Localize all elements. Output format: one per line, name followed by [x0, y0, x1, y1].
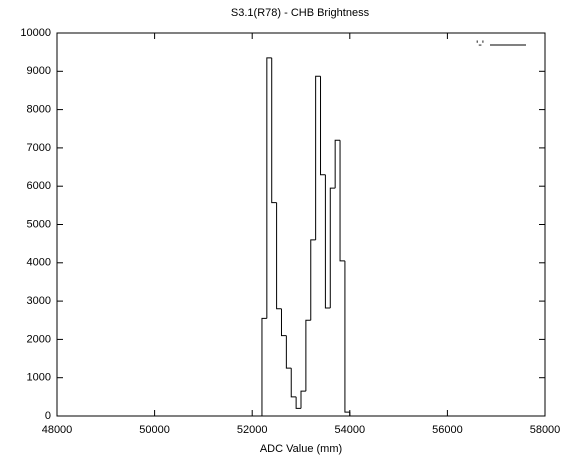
y-tick-label: 4000 [27, 257, 51, 269]
histogram-step [290, 368, 297, 398]
histogram-step [271, 57, 277, 204]
histogram-step [261, 317, 267, 416]
histogram-step [305, 319, 311, 392]
histogram-step [320, 76, 326, 176]
y-tick-label: 9000 [27, 65, 51, 77]
x-tick-label: 56000 [432, 424, 463, 436]
y-tick-label: 8000 [27, 104, 51, 116]
histogram-step [310, 239, 316, 321]
y-tick-label: 0 [45, 410, 51, 422]
histogram-step [295, 396, 301, 409]
histogram-step [339, 140, 345, 262]
histogram-step [324, 174, 331, 309]
y-tick-label: 2000 [27, 333, 51, 345]
histogram-step [334, 139, 341, 189]
y-tick-label: 3000 [27, 295, 51, 307]
x-tick-label: 48000 [42, 424, 73, 436]
histogram-step [280, 308, 287, 337]
histogram-step [285, 335, 292, 369]
legend-label: '-' [476, 39, 484, 51]
histogram-step [315, 75, 321, 240]
chart-title: S3.1(R78) - CHB Brightness [231, 7, 370, 19]
x-tick-label: 58000 [530, 424, 561, 436]
histogram-step [266, 57, 272, 319]
y-tick-label: 5000 [27, 218, 51, 230]
histogram-step [344, 260, 351, 416]
y-tick-label: 6000 [27, 180, 51, 192]
x-tick-label: 54000 [335, 424, 366, 436]
x-tick-label: 52000 [237, 424, 268, 436]
x-axis-label: ADC Value (mm) [260, 443, 342, 455]
x-tick-label: 50000 [139, 424, 170, 436]
histogram-step [276, 202, 282, 310]
y-tick-label: 10000 [20, 27, 51, 39]
y-tick-label: 7000 [27, 142, 51, 154]
plot-frame [56, 32, 546, 417]
y-tick-label: 1000 [27, 372, 51, 384]
histogram-step [329, 187, 336, 308]
histogram-step [300, 390, 306, 409]
